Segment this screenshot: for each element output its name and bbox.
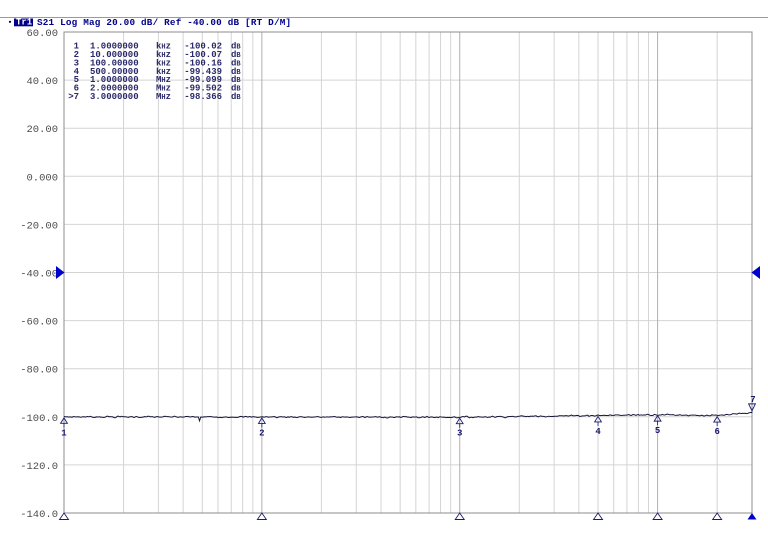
svg-text:4: 4 — [595, 427, 601, 437]
svg-text:3: 3 — [457, 429, 462, 439]
svg-text:dB: dB — [231, 92, 241, 102]
svg-text:1: 1 — [61, 428, 67, 438]
svg-text:-20.00: -20.00 — [20, 220, 58, 232]
svg-text:0.000: 0.000 — [26, 172, 58, 184]
svg-text:Tr1: Tr1 — [16, 18, 33, 28]
svg-text:-120.0: -120.0 — [20, 461, 58, 473]
svg-text:-98.366: -98.366 — [184, 92, 222, 102]
svg-text:-100.0: -100.0 — [20, 413, 58, 425]
svg-text:-40.00: -40.00 — [20, 269, 58, 281]
svg-text:60.00: 60.00 — [26, 28, 58, 40]
svg-text:>7: >7 — [68, 92, 79, 102]
svg-text:40.00: 40.00 — [26, 76, 58, 88]
svg-text:20.00: 20.00 — [26, 124, 58, 136]
svg-text:-60.00: -60.00 — [20, 317, 58, 329]
svg-text:5: 5 — [655, 426, 660, 436]
svg-text:3.0000000: 3.0000000 — [90, 92, 139, 102]
svg-text:-80.00: -80.00 — [20, 365, 58, 377]
svg-text:MHz: MHz — [156, 92, 171, 102]
svg-text:6: 6 — [714, 427, 719, 437]
svg-text:7: 7 — [750, 395, 755, 405]
svg-text:2: 2 — [259, 428, 264, 438]
svg-text:S21 Log Mag 20.00 dB/ Ref -40.: S21 Log Mag 20.00 dB/ Ref -40.00 dB [RT … — [37, 17, 291, 28]
svg-text:-140.0: -140.0 — [20, 509, 58, 521]
